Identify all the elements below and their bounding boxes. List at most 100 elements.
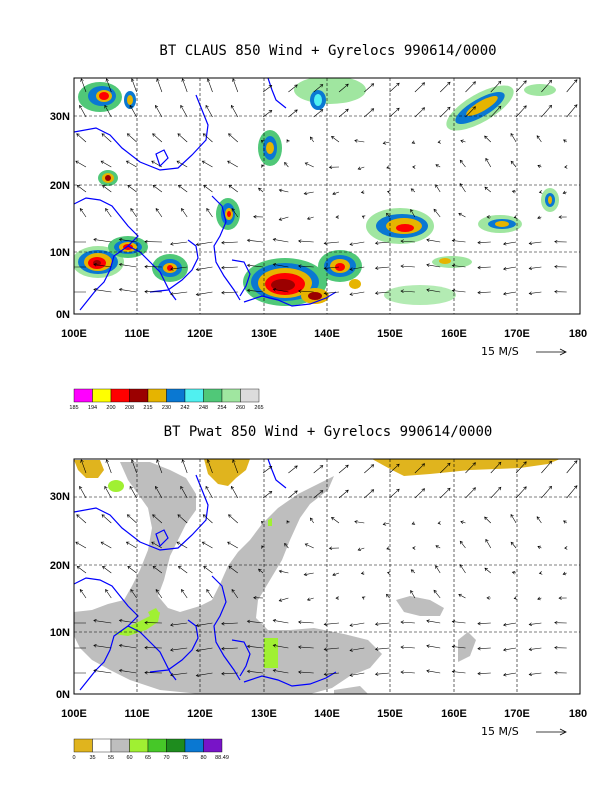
wind-arrow	[465, 81, 476, 93]
legend-tick-label: 65	[145, 755, 151, 761]
wind-arrow	[410, 208, 416, 218]
wind-arrow	[129, 485, 137, 499]
wind-arrow	[513, 596, 518, 600]
wind-arrow	[118, 262, 137, 268]
wind-arrow	[563, 520, 567, 524]
vector-scale-label: 15 M/S	[481, 725, 519, 738]
wind-arrow	[298, 670, 314, 674]
wind-arrow	[426, 238, 441, 243]
wind-arrow	[230, 104, 239, 118]
wind-arrow	[386, 190, 391, 194]
lon-label: 160E	[441, 708, 467, 720]
legend-swatch	[147, 738, 167, 753]
wind-arrow	[459, 159, 466, 168]
wind-arrow	[374, 291, 390, 295]
wind-arrow	[105, 589, 112, 599]
wind-arrow	[510, 513, 517, 524]
wind-arrow	[144, 264, 162, 269]
wind-arrow	[298, 239, 314, 243]
wind-arrow	[309, 136, 314, 143]
wind-arrow	[477, 646, 491, 651]
wind-arrow	[451, 239, 466, 243]
wind-arrow	[152, 566, 163, 574]
legend-swatch	[184, 388, 204, 403]
wind-arrow	[201, 541, 213, 549]
wind-arrow	[411, 521, 416, 525]
wind-arrow	[260, 521, 265, 525]
wind-arrow	[426, 619, 441, 624]
wind-arrow	[564, 546, 568, 550]
wind-arrow	[230, 485, 239, 499]
wind-arrow	[349, 647, 365, 652]
wind-arrow	[101, 514, 112, 524]
wind-arrow	[272, 238, 289, 243]
wind-arrow	[459, 564, 466, 574]
wind-arrow	[203, 566, 213, 574]
wind-arrow	[386, 546, 390, 550]
wind-arrow	[332, 572, 340, 577]
wind-arrow	[357, 547, 365, 551]
wind-arrow	[503, 672, 517, 677]
wind-arrow	[459, 183, 466, 193]
wind-arrow	[554, 264, 567, 269]
lon-label: 140E	[314, 708, 340, 720]
wind-arrow	[228, 566, 238, 574]
lat-label: 20N	[50, 560, 70, 572]
wind-arrow	[261, 545, 265, 549]
wind-arrow	[484, 567, 491, 574]
coastline-1	[74, 78, 337, 311]
wind-arrow	[272, 619, 289, 624]
wind-arrow	[566, 79, 578, 93]
legend-tick-label: 88.49	[215, 755, 229, 761]
wind-arrow	[74, 622, 86, 624]
wind-arrow	[510, 160, 517, 168]
wind-arrow	[477, 265, 491, 270]
wind-arrow	[74, 672, 86, 674]
wind-arrow	[181, 459, 188, 474]
wind-arrow	[360, 190, 365, 194]
wind-arrow	[260, 140, 265, 144]
wind-arrow	[80, 459, 87, 474]
lon-label: 100E	[61, 708, 87, 720]
wind-arrow	[554, 620, 567, 625]
legend-swatch	[184, 738, 204, 753]
wind-arrow	[170, 241, 188, 246]
wind-arrow	[298, 264, 314, 268]
wind-arrow	[537, 215, 542, 220]
lat-label: 30N	[50, 111, 70, 123]
wind-arrow	[439, 81, 451, 93]
reference-arrow	[536, 728, 567, 736]
wind-vectors	[74, 459, 578, 678]
wind-arrow	[486, 596, 491, 600]
legend-swatch	[166, 738, 186, 753]
wind-arrow	[459, 540, 466, 549]
wind-arrow	[228, 514, 238, 524]
wind-arrow	[151, 541, 163, 549]
map-frame	[73, 458, 581, 695]
wind-arrow	[566, 485, 578, 499]
wind-arrow	[458, 212, 466, 218]
lon-label: 150E	[377, 708, 403, 720]
wind-arrow	[349, 266, 365, 271]
wind-arrow	[435, 565, 441, 574]
wind-arrow	[536, 516, 542, 524]
wind-arrow	[272, 263, 289, 268]
legend-swatch	[92, 738, 112, 753]
wind-arrow	[515, 105, 527, 118]
wind-arrow	[537, 596, 542, 601]
wind-arrow	[389, 463, 400, 474]
wind-arrow	[176, 541, 188, 549]
wind-arrow	[100, 160, 112, 168]
legend-swatch	[221, 388, 241, 403]
wind-arrow	[386, 571, 391, 575]
map-frame	[73, 77, 581, 315]
lon-label: 110E	[124, 708, 149, 720]
wind-arrow	[170, 647, 188, 652]
wind-arrow	[558, 596, 567, 600]
wind-arrow	[262, 110, 273, 118]
lon-label: 170E	[504, 708, 530, 720]
wind-arrow	[541, 79, 552, 93]
wind-arrow	[93, 263, 112, 268]
lon-label: 180	[569, 328, 587, 340]
wind-arrow	[102, 566, 112, 574]
